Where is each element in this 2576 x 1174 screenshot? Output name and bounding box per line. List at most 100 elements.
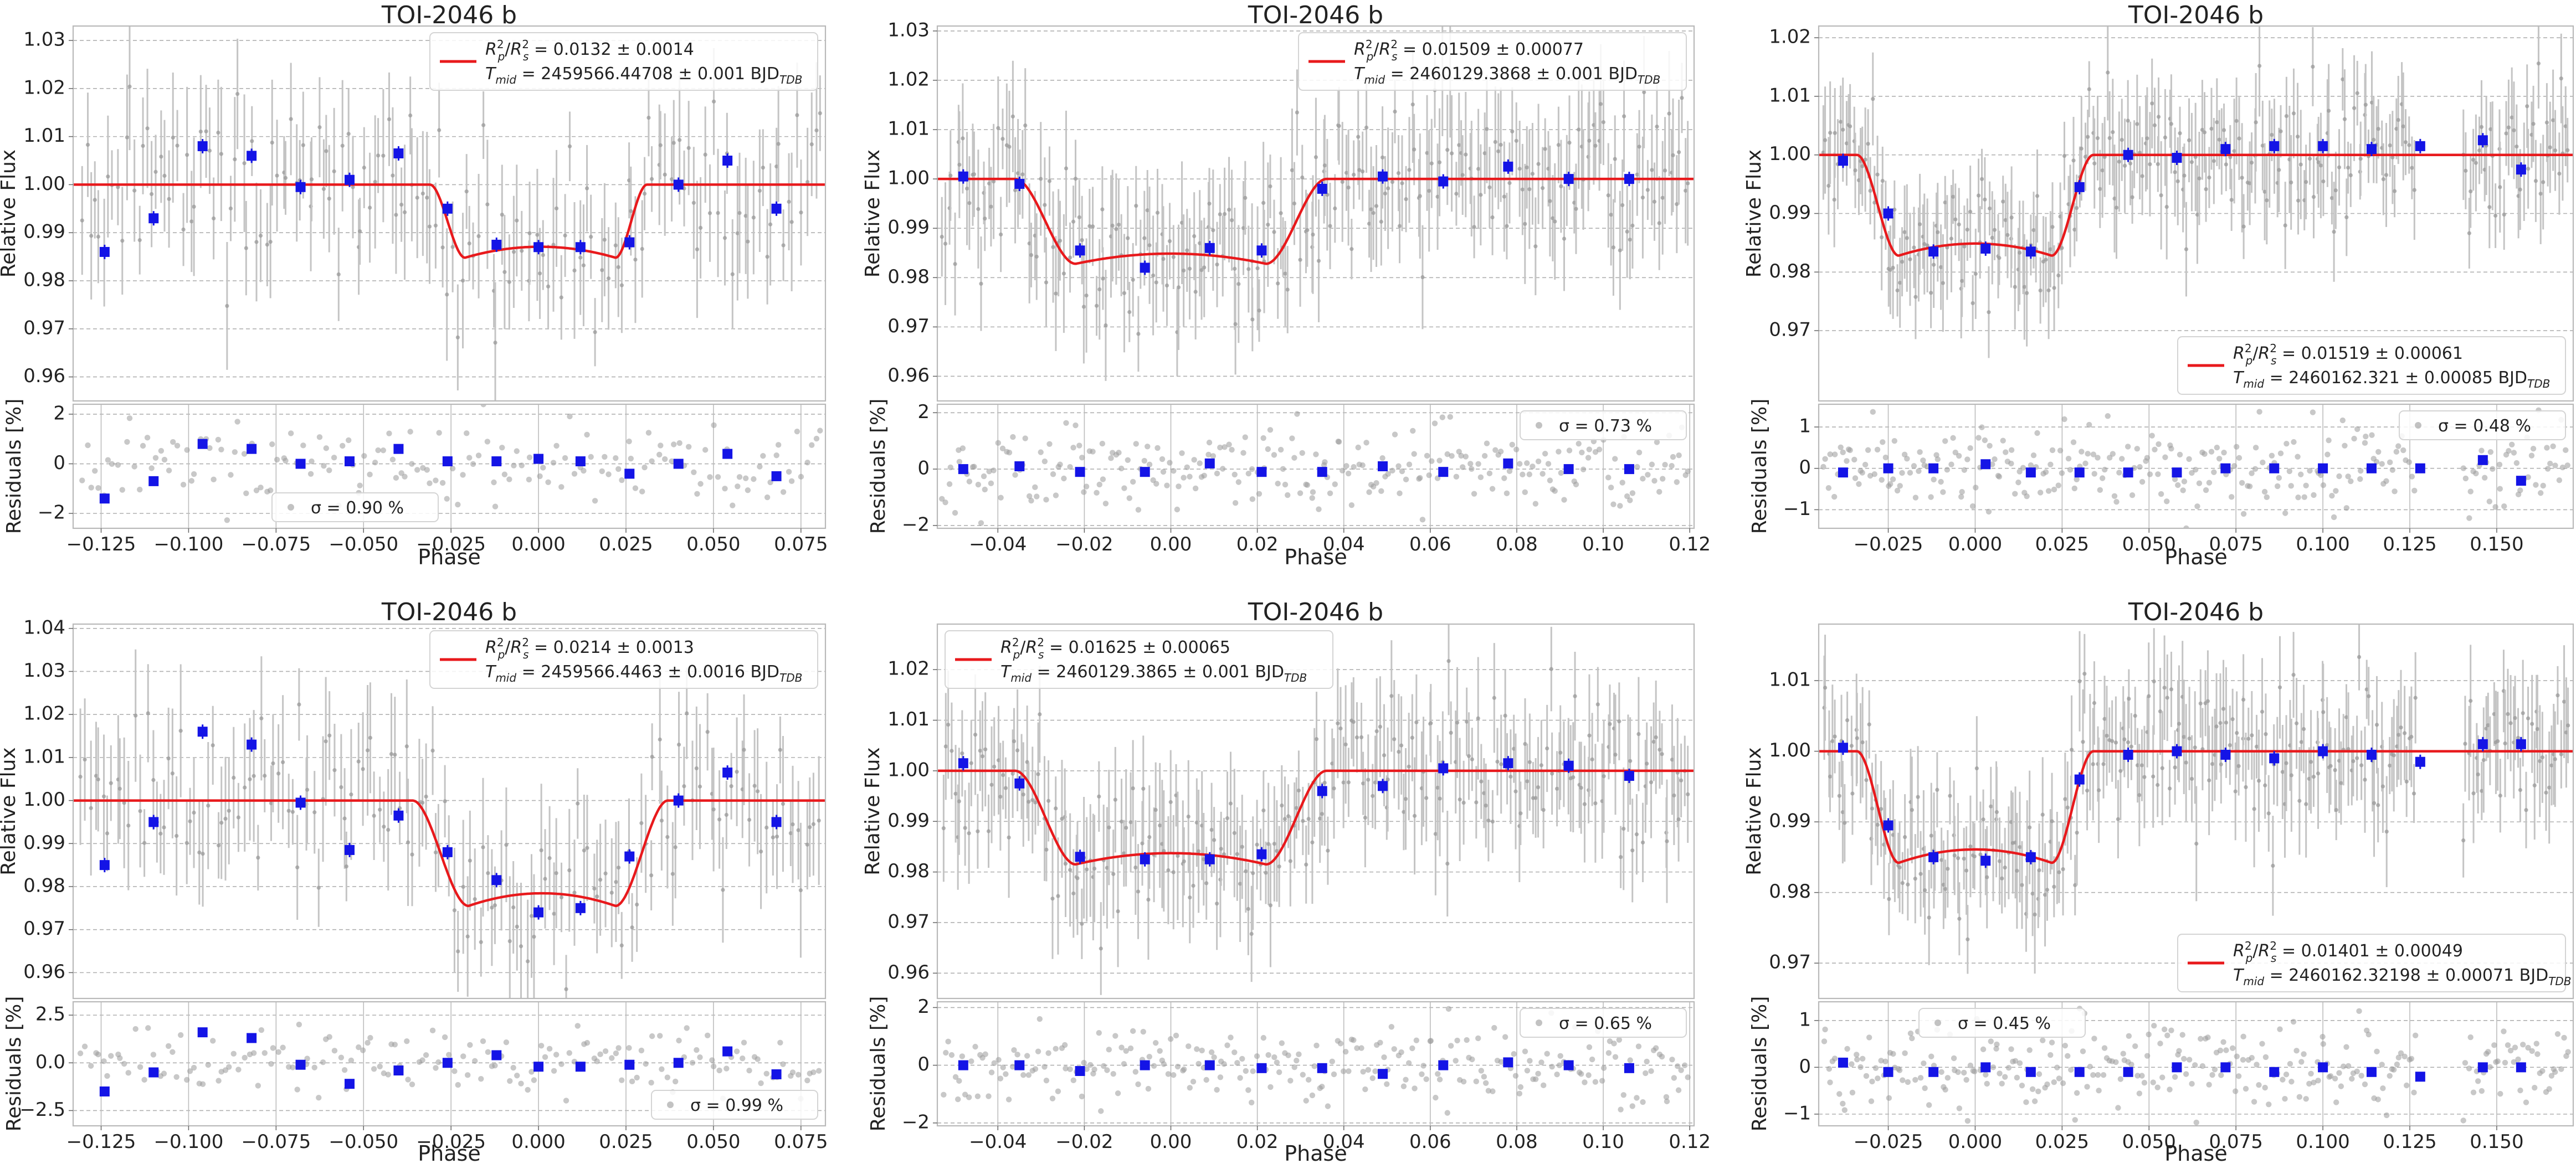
chart-panel-2: TOI-2046 b0.960.970.980.991.001.011.021.…	[861, 1, 1711, 569]
raw-point	[201, 852, 205, 856]
residual-point	[510, 1064, 516, 1071]
residual-point	[1260, 435, 1266, 441]
raw-point	[2503, 741, 2507, 746]
raw-point	[1634, 832, 1639, 837]
residual-point	[1231, 471, 1238, 478]
residual-point	[1887, 481, 1893, 487]
raw-point	[1630, 848, 1635, 853]
raw-point	[1235, 852, 1239, 856]
residual-point	[1463, 454, 1469, 460]
raw-point	[2219, 762, 2223, 766]
residual-point	[1191, 457, 1197, 463]
residual-point	[1061, 1042, 1068, 1048]
residual-point	[1260, 1034, 1267, 1041]
residual-point	[2462, 475, 2469, 482]
raw-point	[1068, 868, 1073, 872]
residual-point	[1644, 1058, 1650, 1065]
binned-residual-point	[1075, 467, 1085, 477]
residual-point	[2544, 445, 2550, 451]
raw-point	[415, 195, 419, 200]
raw-point	[465, 934, 470, 939]
residual-point	[2172, 476, 2178, 482]
raw-point	[2506, 712, 2510, 717]
residual-point	[613, 455, 619, 461]
residual-point	[1961, 467, 1968, 473]
raw-point	[567, 144, 572, 148]
residual-point	[109, 461, 115, 467]
raw-point	[2207, 778, 2211, 782]
residual-point	[694, 1047, 700, 1053]
raw-point	[2531, 122, 2536, 126]
raw-point	[1953, 217, 1958, 222]
residual-point	[475, 452, 482, 459]
raw-point	[2107, 136, 2112, 140]
chart-panel-5: TOI-2046 b0.960.970.980.991.001.011.02−2…	[861, 598, 1711, 1166]
raw-point	[1845, 718, 1850, 723]
raw-point	[1110, 223, 1115, 228]
raw-point	[1403, 797, 1408, 801]
residual-point	[1221, 1061, 1227, 1067]
residual-point	[2202, 451, 2208, 457]
raw-point	[171, 135, 175, 140]
residual-point	[1108, 455, 1114, 461]
raw-point	[216, 130, 220, 135]
binned-point	[491, 875, 502, 885]
residual-point	[460, 472, 466, 478]
binned-residual-point	[442, 1058, 453, 1068]
binned-point	[1075, 245, 1085, 256]
binned-residual-point	[673, 1058, 684, 1068]
residual-point	[2556, 477, 2563, 483]
raw-point	[2075, 831, 2079, 835]
residual-point	[609, 1055, 615, 1061]
residual-point	[360, 1047, 366, 1053]
raw-point	[2289, 180, 2293, 185]
raw-point	[980, 754, 985, 759]
raw-point	[1001, 773, 1005, 777]
raw-point	[1427, 189, 1431, 193]
raw-point	[1322, 163, 1327, 168]
raw-point	[1266, 842, 1271, 846]
chart-title: TOI-2046 b	[2128, 598, 2264, 626]
raw-point	[1997, 859, 2002, 863]
residual-point	[1184, 464, 1190, 471]
raw-point	[2521, 711, 2525, 715]
raw-point	[2018, 250, 2022, 255]
raw-point	[1176, 853, 1180, 858]
residual-point	[2192, 1062, 2198, 1068]
raw-point	[716, 211, 720, 215]
residual-point	[2509, 441, 2515, 447]
residual-point	[2067, 467, 2074, 473]
binned-residual-point	[197, 439, 208, 449]
raw-point	[2075, 206, 2079, 210]
residual-point	[1140, 1028, 1146, 1035]
residual-point	[1116, 450, 1122, 456]
raw-point	[2367, 694, 2371, 698]
residual-point	[746, 1068, 752, 1074]
residual-point	[2375, 449, 2382, 455]
y-tick-label: 0.97	[887, 315, 930, 337]
raw-point	[1058, 239, 1063, 243]
residual-point	[1618, 1106, 1624, 1113]
residual-point	[1616, 1037, 1623, 1043]
raw-point	[2150, 101, 2154, 106]
residual-point	[1403, 1077, 1409, 1083]
raw-point	[2217, 137, 2221, 142]
y-tick-label: 0.99	[23, 221, 65, 243]
raw-point	[1476, 167, 1481, 171]
residual-point	[966, 1094, 972, 1100]
residual-point	[429, 1027, 436, 1034]
raw-point	[1971, 301, 1975, 306]
residual-point	[988, 1069, 995, 1075]
raw-point	[515, 924, 519, 929]
raw-point	[481, 123, 486, 127]
raw-point	[2372, 801, 2377, 805]
raw-point	[2388, 763, 2392, 768]
raw-point	[2234, 119, 2239, 123]
residual-point	[2528, 452, 2535, 459]
binned-point	[1624, 771, 1634, 781]
residual-point	[2040, 1037, 2046, 1043]
residual-point	[546, 1046, 553, 1052]
raw-point	[1007, 145, 1012, 149]
raw-point	[1922, 242, 1927, 246]
raw-point	[2237, 136, 2241, 141]
